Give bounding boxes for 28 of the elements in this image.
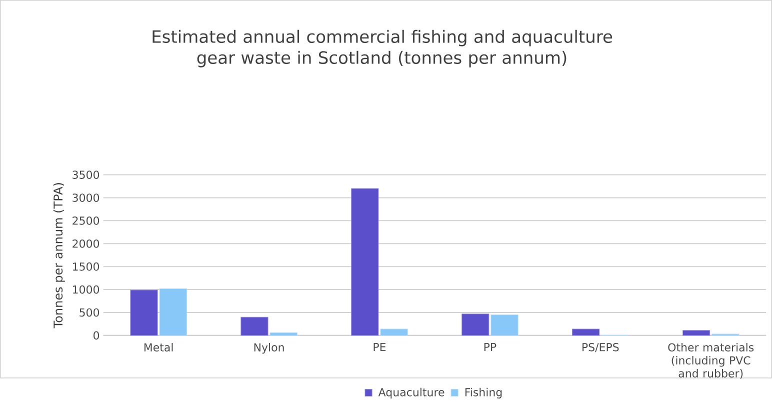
bar (130, 290, 158, 336)
y-tick-label: 0 (94, 331, 100, 340)
y-tick-label: 500 (80, 308, 100, 317)
x-tick-label: Other materials (including PVC and rubber) (668, 343, 754, 379)
bar (380, 328, 408, 336)
chart-title: Estimated annual commercial fishing and aquaculture gear waste in Scotland (tonnes per annum) (152, 30, 612, 68)
x-tick-label: Nylon (254, 343, 284, 354)
y-tick-label: 3500 (72, 170, 100, 180)
bar (490, 314, 518, 336)
bar (240, 316, 268, 336)
bar (270, 332, 298, 336)
y-tick-label: 2500 (72, 216, 100, 225)
bar (159, 288, 187, 336)
y-tick-label: 2000 (72, 240, 100, 248)
legend-label: Aquaculture (378, 388, 444, 399)
y-tick-label: 3000 (72, 194, 100, 202)
x-tick-label: PS/EPS (582, 343, 619, 352)
legend-label: Fishing (465, 388, 502, 399)
bar (462, 314, 490, 336)
y-axis-title: Tonnes per annum (TPA) (53, 183, 65, 328)
x-tick-label: PP (484, 343, 496, 352)
bar (682, 330, 710, 336)
bar (572, 328, 600, 336)
x-tick-label: PE (374, 343, 386, 352)
bar (351, 188, 379, 336)
y-tick-label: 1500 (73, 262, 100, 271)
y-tick-label: 1000 (73, 286, 100, 294)
x-tick-label: Metal (144, 343, 173, 352)
